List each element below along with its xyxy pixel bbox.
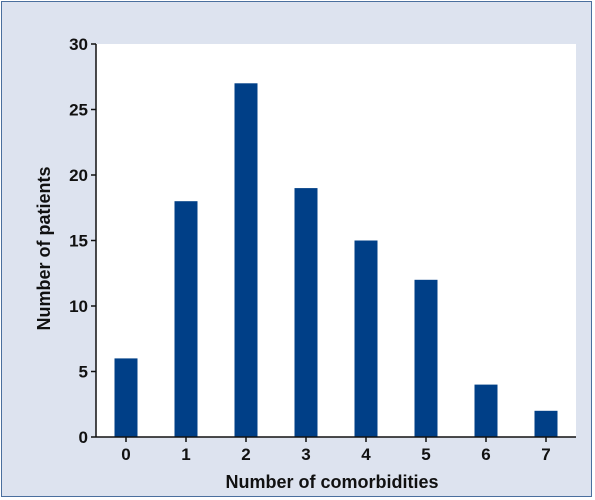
bar-4 [354,240,378,437]
y-tick-label: 15 [69,232,88,251]
x-tick-label: 4 [361,445,371,464]
x-tick-label: 6 [481,445,490,464]
x-tick-label: 2 [241,445,250,464]
y-tick-label: 10 [69,297,88,316]
y-tick-label: 20 [69,166,88,185]
x-tick-label: 3 [301,445,310,464]
bar-0 [114,358,138,437]
y-tick-label: 5 [79,363,88,382]
bar-2 [234,83,258,438]
bar-1 [174,201,198,437]
y-tick-label: 25 [69,101,88,120]
x-tick-label: 7 [541,445,550,464]
bar-3 [294,188,318,437]
bar-5 [414,279,438,437]
y-axis-title: Number of patients [34,166,54,330]
x-tick-label: 0 [121,445,130,464]
y-ticks-group: 0 5 10 15 20 25 30 [69,35,96,447]
y-tick-label: 0 [79,428,88,447]
y-tick-label: 30 [69,35,88,54]
x-tick-label: 1 [181,445,190,464]
bar-7 [534,410,558,437]
bars-group [114,83,558,438]
plot-area [96,44,576,437]
bar-6 [474,384,498,437]
x-tick-label: 5 [421,445,430,464]
x-axis-title: Number of comorbidities [225,472,438,492]
x-ticks-group: 0 1 2 3 4 5 6 7 [121,437,551,464]
